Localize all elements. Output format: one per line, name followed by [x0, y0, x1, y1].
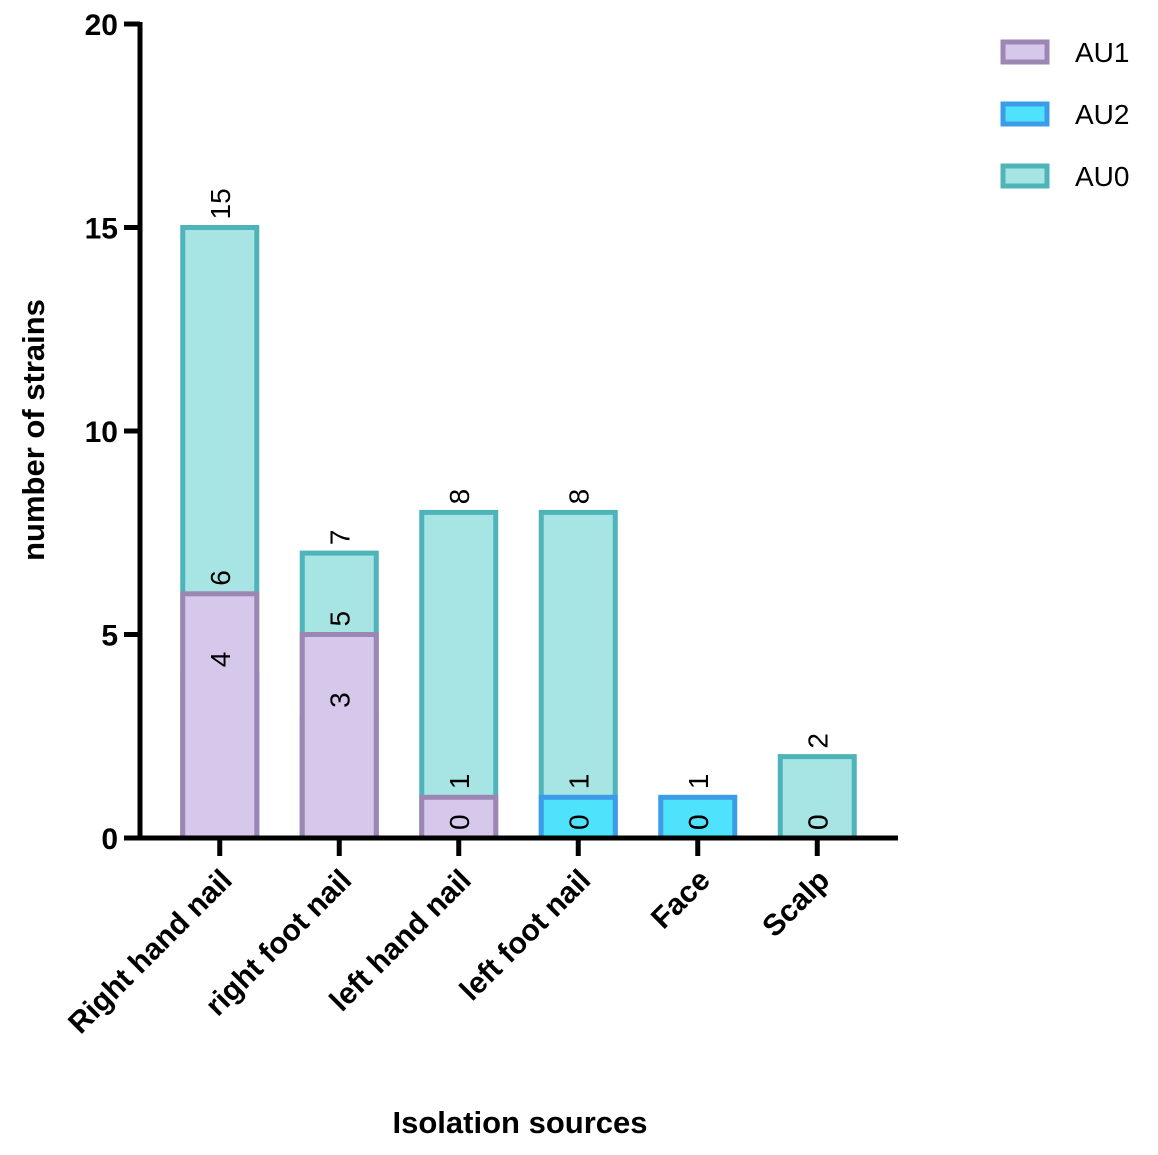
x-tick-label: Scalp — [756, 864, 836, 944]
y-tick-label: 5 — [101, 620, 118, 653]
value-label: 4 — [205, 652, 236, 668]
legend-swatch — [1000, 101, 1050, 127]
legend-label: AU0 — [1075, 161, 1129, 192]
value-label: 6 — [205, 570, 236, 586]
y-tick-label: 10 — [85, 416, 118, 449]
value-label: 7 — [324, 530, 355, 546]
value-label: 2 — [802, 733, 833, 749]
legend-swatch — [1000, 163, 1050, 189]
legend-swatch — [1000, 39, 1050, 65]
value-label: 1 — [563, 774, 594, 790]
x-tick-label: Right hand nail — [62, 864, 239, 1041]
x-axis-title: Isolation sources — [393, 1105, 648, 1140]
value-label: 1 — [683, 774, 714, 790]
bar — [777, 754, 857, 841]
value-label: 8 — [563, 489, 594, 505]
bar — [419, 509, 499, 841]
y-axis-title: number of strains — [16, 299, 51, 561]
y-tick-label: 20 — [85, 9, 118, 42]
bar — [180, 591, 260, 841]
value-label: 0 — [683, 814, 714, 830]
bar — [299, 632, 379, 841]
value-label: 0 — [802, 814, 833, 830]
value-label: 15 — [205, 188, 236, 219]
value-label: 3 — [324, 692, 355, 708]
value-label: 1 — [444, 774, 475, 790]
y-tick-label: 0 — [101, 823, 118, 856]
value-label: 8 — [444, 489, 475, 505]
value-label: 0 — [683, 814, 714, 830]
bar — [419, 794, 499, 841]
legend-label: AU2 — [1075, 99, 1129, 130]
value-label: 0 — [444, 814, 475, 830]
x-tick-label: Face — [645, 864, 717, 936]
value-label: 0 — [563, 814, 594, 830]
legend-label: AU1 — [1075, 37, 1129, 68]
bar — [658, 794, 738, 841]
y-tick-label: 15 — [85, 213, 118, 246]
value-label: 0 — [802, 814, 833, 830]
value-label: 5 — [324, 611, 355, 627]
bar — [538, 509, 618, 841]
